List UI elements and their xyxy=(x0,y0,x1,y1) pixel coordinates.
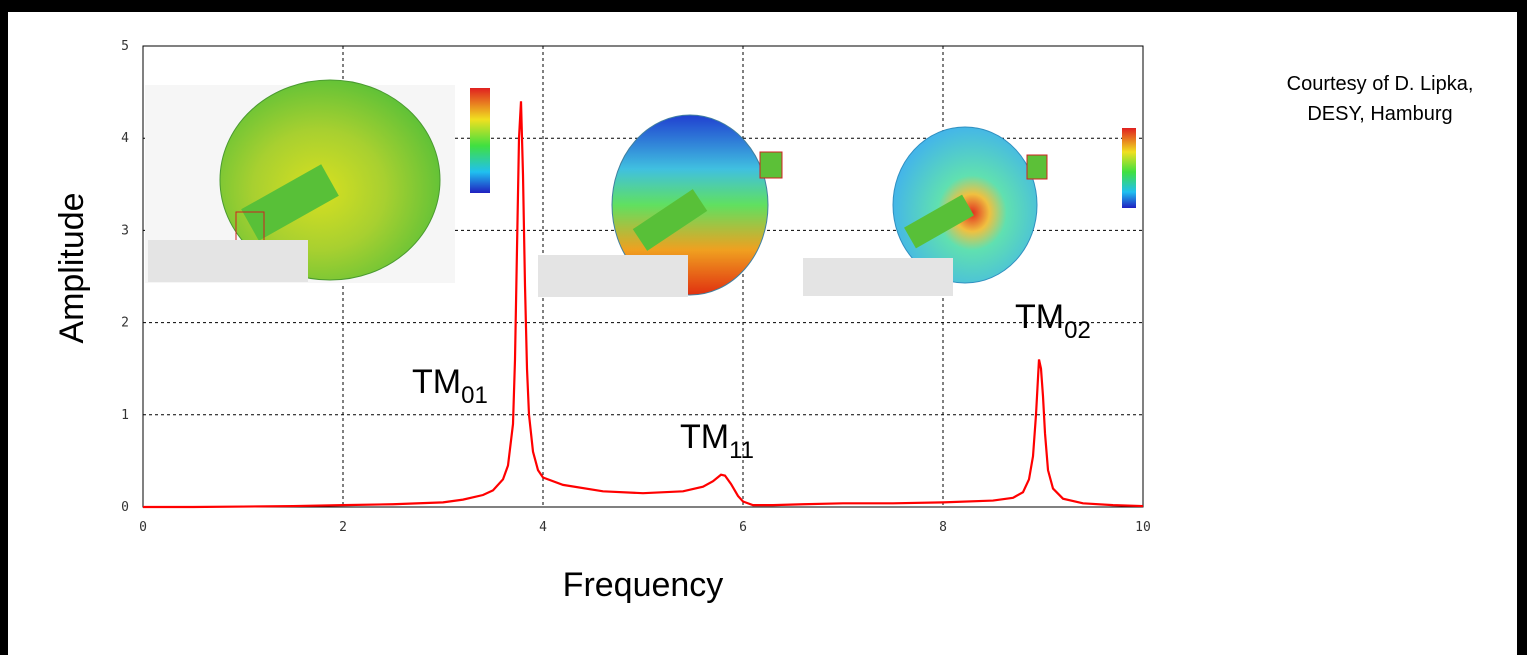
credit: Courtesy of D. Lipka, xyxy=(1287,73,1474,95)
x-tick-label: 4 xyxy=(539,520,547,535)
inset-port xyxy=(759,151,783,179)
inset-pipe xyxy=(241,164,339,241)
x-tick-label: 2 xyxy=(339,520,347,535)
y-tick-label: 4 xyxy=(121,131,129,146)
inset-colorbar xyxy=(1122,128,1136,208)
x-tick-label: 6 xyxy=(739,520,747,535)
plot-frame xyxy=(142,45,1144,508)
x-tick-label: 0 xyxy=(139,520,147,535)
mode-label: TM01 xyxy=(412,363,488,409)
inset-pipe xyxy=(632,189,708,251)
inset-info xyxy=(803,258,953,296)
mode-name: TM xyxy=(1015,298,1064,336)
mode-label: TM11 xyxy=(680,418,754,464)
y-tick-label: 1 xyxy=(121,408,129,423)
x-tick-label: 10 xyxy=(1135,520,1151,535)
inset-info xyxy=(148,240,308,282)
y-tick-label: 0 xyxy=(121,500,129,515)
mode-index: 11 xyxy=(729,437,754,464)
field-insets xyxy=(145,79,1136,297)
mode-index: 02 xyxy=(1064,317,1091,344)
y-axis-label: Amplitude xyxy=(53,192,91,343)
credit: DESY, Hamburg xyxy=(1307,103,1452,125)
mode-label: TM02 xyxy=(1015,298,1091,344)
y-tick-label: 2 xyxy=(121,316,129,331)
mode-name: TM xyxy=(412,363,461,401)
x-axis-label: Frequency xyxy=(563,566,724,604)
mode-name: TM xyxy=(680,418,729,456)
data-line xyxy=(143,101,1144,509)
inset-port xyxy=(1026,154,1048,180)
y-tick-label: 3 xyxy=(121,223,129,238)
inset-info xyxy=(538,255,688,297)
mode-index: 01 xyxy=(461,382,488,409)
y-tick-label: 5 xyxy=(121,39,129,54)
inset-pipe xyxy=(904,194,974,249)
inset-colorbar xyxy=(470,88,490,193)
x-tick-label: 8 xyxy=(939,520,947,535)
